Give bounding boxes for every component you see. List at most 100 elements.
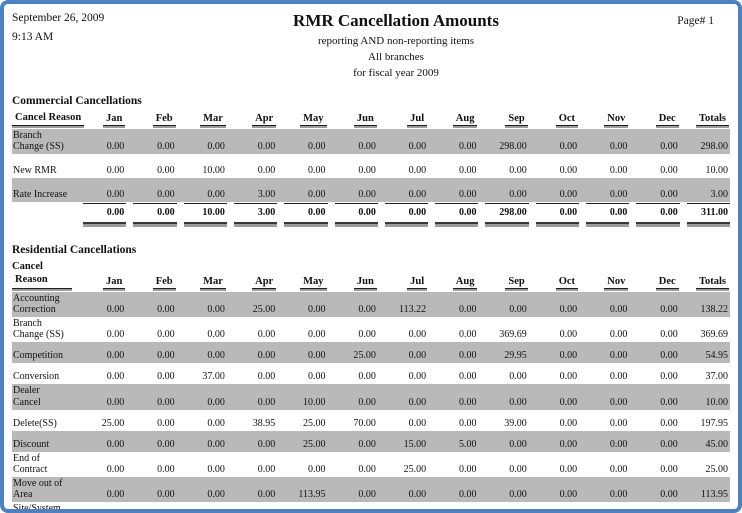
value-cell: 0.00: [609, 371, 628, 383]
table-row: Branch Change (SS) 0.00 0.00 0.00 0.00 0.00 0.0…: [12, 128, 730, 155]
row-total-cell: 25.00: [705, 464, 729, 476]
cancel-reason-cell: End of Contract: [12, 452, 76, 477]
double-rule-segment-cell: [478, 222, 529, 228]
column-total-cell: 3.00: [227, 203, 278, 220]
value-cell: 0.00: [660, 464, 678, 476]
value-cell: 0.00: [609, 396, 628, 408]
month-header-dec: Dec: [629, 113, 679, 126]
value-cell: 0.00: [207, 396, 225, 408]
value-cell: 0.00: [358, 371, 376, 383]
value-cell: 0.00: [559, 329, 578, 341]
value-cell: 0.00: [257, 371, 276, 383]
cancel-reason-line1: New RMR: [13, 165, 57, 177]
double-rule-segment-cell: [227, 222, 278, 228]
row-total-cell: 298.00: [700, 141, 729, 153]
row-total-cell: 3.00: [710, 189, 729, 201]
value-cell: 0.00: [157, 464, 175, 476]
column-total-cell: 0.00: [277, 203, 328, 220]
value-cell: 0.00: [509, 371, 527, 383]
value-cell: 0.00: [509, 396, 527, 408]
value-cell: 0.00: [157, 350, 175, 362]
cancel-reason-header-text: Reason: [12, 273, 72, 289]
commercial-header-row: Cancel Reason Jan Feb Mar Apr May Jun Jul Aug Sep…: [12, 111, 730, 126]
double-rule-segment-cell: [76, 222, 127, 228]
commercial-cancellations-table: Cancel Reason Jan Feb Mar Apr May Jun Jul Aug Sep…: [12, 111, 731, 228]
value-cell: 0.00: [660, 350, 678, 362]
row-total-cell: 369.69: [700, 329, 729, 341]
month-header-apr: Apr: [227, 113, 277, 126]
value-cell: 0.00: [609, 189, 628, 201]
value-cell: 0.00: [106, 329, 125, 341]
double-rule-segment-cell: [428, 222, 479, 228]
value-cell: 25.00: [403, 464, 427, 476]
value-cell: 0.00: [308, 141, 326, 153]
value-cell: 0.00: [358, 489, 376, 501]
value-cell: 0.00: [106, 189, 125, 201]
value-cell: 0.00: [257, 350, 276, 362]
totals-row-spacer: [12, 217, 76, 220]
column-total-cell: 0.00: [529, 203, 580, 220]
report-date: September 26, 2009: [12, 12, 105, 24]
month-header-nov: Nov: [579, 276, 629, 289]
value-cell: 0.00: [106, 141, 125, 153]
value-cell: 0.00: [358, 438, 376, 450]
table-row: Site/SystemChange (SS)0.000.000.000.000.…: [12, 502, 730, 509]
value-cell: 0.00: [609, 417, 628, 429]
residential-header-row: Cancel Reason Jan Feb Mar Apr May Jun Jul Aug Sep O…: [12, 260, 730, 289]
column-total-cell: 0.00: [328, 203, 379, 220]
row-total-cell: 37.00: [705, 371, 729, 383]
value-cell: 0.00: [157, 141, 175, 153]
value-cell: 0.00: [458, 141, 477, 153]
cancel-reason-line2: Cancel: [13, 396, 41, 408]
value-cell: 0.00: [559, 464, 578, 476]
value-cell: 0.00: [458, 371, 477, 383]
month-header-sep: Sep: [478, 276, 528, 289]
value-cell: 0.00: [106, 303, 125, 315]
table-row: New RMR 0.00 0.00 10.00 0.00 0.00 0.00 0.00 0.00…: [12, 154, 730, 178]
value-cell: 0.00: [609, 489, 628, 501]
month-header-jan: Jan: [76, 276, 126, 289]
value-cell: 0.00: [358, 329, 376, 341]
cancel-reason-header-text: Cancel Reason: [12, 111, 85, 126]
value-cell: 0.00: [157, 165, 175, 177]
cancel-reason-cell: Rate Increase: [12, 188, 76, 202]
double-rule-segment: [636, 222, 680, 228]
value-cell: 0.00: [660, 165, 678, 177]
section-title-commercial: Commercial Cancellations: [12, 94, 142, 107]
value-cell: 0.00: [308, 464, 326, 476]
value-cell: 0.00: [207, 464, 225, 476]
value-cell: 0.00: [106, 165, 125, 177]
value-cell: 0.00: [358, 464, 376, 476]
value-cell: 0.00: [308, 350, 326, 362]
value-cell: 0.00: [458, 489, 477, 501]
value-cell: 0.00: [308, 303, 326, 315]
cancel-reason-line2: Change (SS): [13, 329, 64, 341]
value-cell: 0.00: [157, 189, 175, 201]
double-rule-segment: [284, 222, 328, 228]
value-cell: 298.00: [499, 141, 527, 153]
value-cell: 0.00: [207, 141, 225, 153]
column-total-cell: 0.00: [428, 203, 479, 220]
column-total-cell: 10.00: [177, 203, 228, 220]
value-cell: 0.00: [660, 371, 678, 383]
double-rule-segment-cell: [680, 222, 730, 228]
value-cell: 0.00: [408, 489, 427, 501]
cancel-reason-header-text: Cancel: [12, 261, 43, 273]
report-time: 9:13 AM: [12, 31, 54, 43]
value-cell: 0.00: [660, 396, 678, 408]
cancel-reason-cell: Move out of Area: [12, 477, 76, 502]
cancel-reason-line1: Discount: [13, 438, 50, 450]
value-cell: 0.00: [408, 189, 427, 201]
table-row: Discount 0.00 0.00 0.00 0.00 25.00 0.00 15.00 5.…: [12, 430, 730, 452]
value-cell: 0.00: [458, 350, 477, 362]
value-cell: 0.00: [408, 329, 427, 341]
double-rule-segment-cell: [177, 222, 227, 228]
value-cell: 39.00: [504, 417, 527, 429]
section-title-residential: Residential Cancellations: [12, 244, 137, 257]
value-cell: 0.00: [609, 303, 628, 315]
value-cell: 3.00: [257, 189, 276, 201]
cancel-reason-cell: Competition: [12, 349, 76, 363]
value-cell: 0.00: [660, 189, 678, 201]
month-header-sep: Sep: [478, 113, 528, 126]
